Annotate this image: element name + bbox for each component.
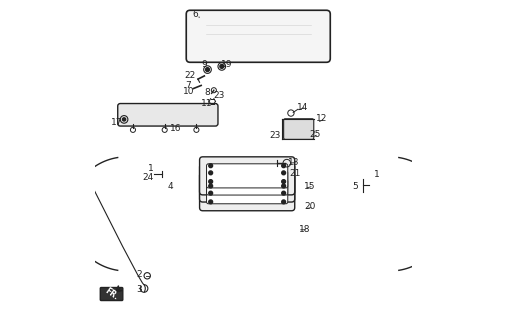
Text: 5: 5 xyxy=(353,182,358,191)
Text: 22: 22 xyxy=(185,71,196,80)
Circle shape xyxy=(209,200,212,204)
Text: 11: 11 xyxy=(201,99,212,108)
Circle shape xyxy=(220,65,224,68)
Text: 7: 7 xyxy=(186,81,191,90)
Circle shape xyxy=(209,171,212,175)
FancyBboxPatch shape xyxy=(200,173,295,211)
Text: 3: 3 xyxy=(136,284,141,294)
Text: 16: 16 xyxy=(170,124,182,133)
Text: 1: 1 xyxy=(148,164,154,173)
FancyBboxPatch shape xyxy=(206,180,288,204)
Text: 1: 1 xyxy=(374,170,379,179)
Text: 21: 21 xyxy=(289,169,301,178)
Circle shape xyxy=(282,200,285,204)
Text: 18: 18 xyxy=(299,225,310,234)
Text: 24: 24 xyxy=(142,173,154,182)
Circle shape xyxy=(282,180,285,183)
FancyBboxPatch shape xyxy=(200,164,295,202)
Text: 23: 23 xyxy=(213,91,224,100)
Circle shape xyxy=(123,118,126,121)
Text: 9: 9 xyxy=(201,60,207,69)
FancyBboxPatch shape xyxy=(186,10,330,62)
Circle shape xyxy=(209,184,212,188)
FancyBboxPatch shape xyxy=(283,119,314,140)
Circle shape xyxy=(209,180,212,183)
Text: 25: 25 xyxy=(310,130,321,139)
Circle shape xyxy=(282,164,285,168)
Text: 8: 8 xyxy=(204,88,210,97)
Text: 13: 13 xyxy=(288,158,300,167)
Text: 10: 10 xyxy=(183,87,194,96)
Circle shape xyxy=(209,191,212,195)
Text: 17: 17 xyxy=(111,118,122,127)
FancyBboxPatch shape xyxy=(200,157,295,195)
FancyBboxPatch shape xyxy=(118,104,218,126)
Circle shape xyxy=(282,184,285,188)
Circle shape xyxy=(282,171,285,175)
Text: 2: 2 xyxy=(136,270,142,279)
Text: 23: 23 xyxy=(269,132,280,140)
FancyBboxPatch shape xyxy=(100,288,123,300)
FancyBboxPatch shape xyxy=(206,171,288,195)
FancyBboxPatch shape xyxy=(206,164,288,188)
Circle shape xyxy=(209,164,212,168)
Text: 4: 4 xyxy=(168,182,173,191)
PathPatch shape xyxy=(143,285,146,292)
Text: 6: 6 xyxy=(192,10,198,19)
Circle shape xyxy=(282,191,285,195)
Text: 20: 20 xyxy=(304,203,316,212)
Text: 19: 19 xyxy=(221,60,232,69)
Text: 14: 14 xyxy=(297,103,308,112)
Circle shape xyxy=(206,68,209,71)
Text: 12: 12 xyxy=(316,114,328,123)
Text: FR.: FR. xyxy=(103,286,120,302)
Text: 15: 15 xyxy=(304,181,316,190)
